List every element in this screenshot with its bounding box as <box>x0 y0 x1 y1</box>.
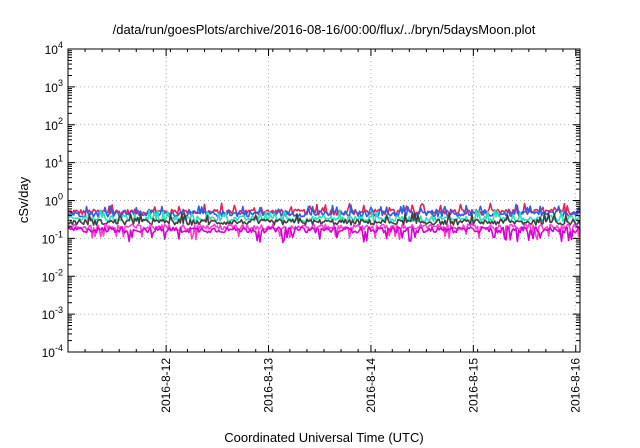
series-line-3 <box>67 209 580 223</box>
chart-title: /data/run/goesPlots/archive/2016-08-16/0… <box>113 22 536 37</box>
series-layer <box>67 202 581 244</box>
y-tick-label: 10-3 <box>42 305 63 322</box>
y-tick-label: 10-4 <box>42 343 63 360</box>
grid-layer <box>68 49 580 352</box>
y-tick-label: 104 <box>45 40 63 57</box>
x-tick-label: 2016-8-13 <box>262 358 276 413</box>
y-tick-label: 10-2 <box>42 267 63 284</box>
x-tick-label: 2016-8-12 <box>159 358 173 413</box>
x-tick-label: 2016-8-15 <box>466 358 480 413</box>
y-axis-label: cSv/day <box>16 176 31 223</box>
y-tick-label: 10-1 <box>42 229 63 246</box>
y-tick-label: 100 <box>45 192 63 209</box>
tick-layer: 104 103 102 101 100 10-1 10-2 10-3 10-4 2016-8-12… <box>42 40 583 413</box>
x-tick-label: 2016-8-16 <box>569 358 583 413</box>
y-tick-label: 102 <box>45 116 63 133</box>
series-line-4 <box>67 212 581 226</box>
x-tick-label: 2016-8-14 <box>364 358 378 413</box>
series-line-6 <box>67 226 581 244</box>
y-tick-label: 103 <box>45 78 63 95</box>
x-axis-label: Coordinated Universal Time (UTC) <box>224 430 423 445</box>
y-tick-label: 101 <box>45 154 63 171</box>
